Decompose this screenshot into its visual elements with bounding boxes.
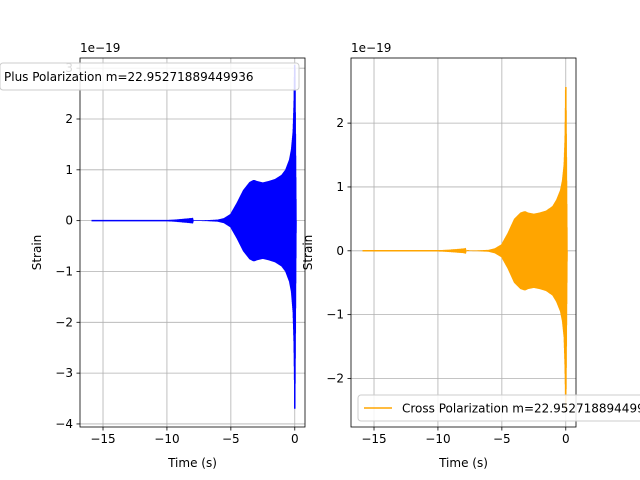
legend-label: Plus Polarization m=22.95271889449936 (4, 70, 254, 84)
y-tick-label: −1 (326, 308, 344, 322)
axes-frame (350, 57, 577, 428)
x-axis-label: Time (s) (438, 456, 488, 470)
y-tick-label: −1 (55, 264, 73, 278)
legend: Plus Polarization m=22.95271889449936 (0, 62, 300, 91)
y-tick-label: 2 (65, 112, 73, 126)
y-tick-label: 2 (336, 116, 344, 130)
y-tick-label: 0 (336, 244, 344, 258)
y-tick-label: −3 (55, 366, 73, 380)
y-tick-label: 1 (336, 180, 344, 194)
x-axis-label: Time (s) (167, 456, 217, 470)
legend-box (0, 62, 300, 91)
x-tick-label: −15 (90, 432, 115, 446)
scale-label: 1e−19 (351, 41, 391, 55)
x-tick-label: −10 (425, 432, 450, 446)
y-tick-label: 1 (65, 163, 73, 177)
series-line (91, 64, 297, 409)
y-axis-label: Strain (301, 235, 315, 271)
x-tick-label: −15 (361, 432, 386, 446)
x-tick-label: −5 (222, 432, 240, 446)
series-line (362, 86, 568, 411)
x-tick-label: 0 (291, 432, 299, 446)
x-tick-label: −10 (154, 432, 179, 446)
y-tick-label: −2 (55, 315, 73, 329)
legend-box (357, 394, 640, 422)
y-tick-label: −4 (55, 417, 73, 431)
y-axis-label: Strain (30, 235, 44, 271)
y-tick-label: −2 (326, 371, 344, 385)
x-tick-label: 0 (562, 432, 570, 446)
scale-label: 1e−19 (80, 41, 120, 55)
y-tick-label: 0 (65, 214, 73, 228)
legend-label: Cross Polarization m=22.95271889449936 (402, 402, 640, 416)
legend: Cross Polarization m=22.95271889449936 (357, 394, 640, 422)
x-tick-label: −5 (493, 432, 511, 446)
axes-frame (79, 57, 306, 428)
